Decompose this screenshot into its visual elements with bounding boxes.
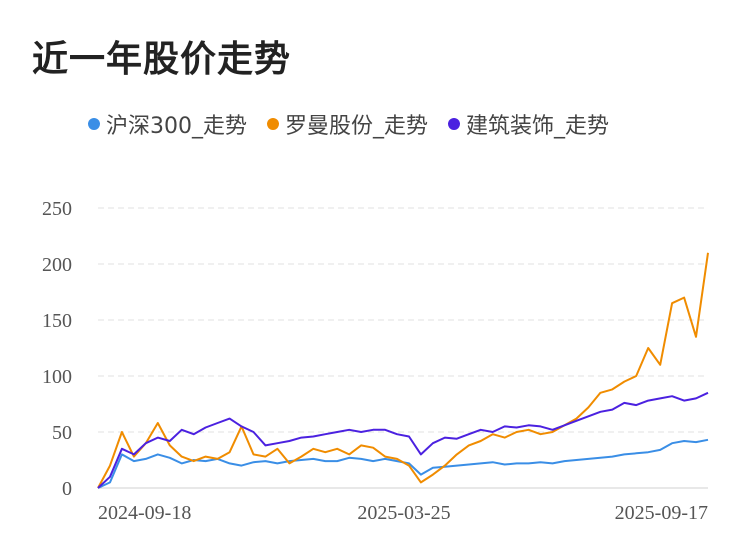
legend-dot-icon <box>448 118 461 130</box>
chart-legend: 沪深300_走势 罗曼股份_走势 建筑装饰_走势 <box>88 108 629 140</box>
legend-dot-icon <box>88 118 100 130</box>
series-line-0 <box>97 438 709 489</box>
legend-label: 建筑装饰_走势 <box>466 114 610 139</box>
legend-label: 沪深300_走势 <box>106 114 247 139</box>
legend-item-build[interactable]: 建筑装饰_走势 <box>448 108 609 140</box>
legend-item-hs300[interactable]: 沪深300_走势 <box>88 108 247 140</box>
y-tick-label: 250 <box>42 198 72 220</box>
x-axis-ticks: 2024-09-18 2025-03-25 2025-09-17 <box>98 502 708 524</box>
y-tick-label: 200 <box>42 254 72 276</box>
y-tick-label: 0 <box>62 478 72 500</box>
series-line-1 <box>97 252 709 489</box>
x-tick-label: 2024-09-18 <box>98 502 191 524</box>
chart-title: 近一年股价走势 <box>32 39 292 80</box>
legend-dot-icon <box>267 118 279 130</box>
x-tick-label: 2025-03-25 <box>357 502 450 524</box>
y-tick-label: 150 <box>42 310 72 332</box>
series-layer <box>97 252 709 489</box>
legend-item-roman[interactable]: 罗曼股份_走势 <box>267 108 428 140</box>
series-line-2 <box>97 391 709 489</box>
legend-label: 罗曼股份_走势 <box>285 114 429 139</box>
y-tick-label: 100 <box>42 366 72 388</box>
y-axis-ticks: 0 50 100 150 200 250 <box>42 198 72 500</box>
y-tick-label: 50 <box>52 422 72 444</box>
x-tick-label: 2025-09-17 <box>615 502 708 524</box>
grid-layer <box>98 207 708 489</box>
